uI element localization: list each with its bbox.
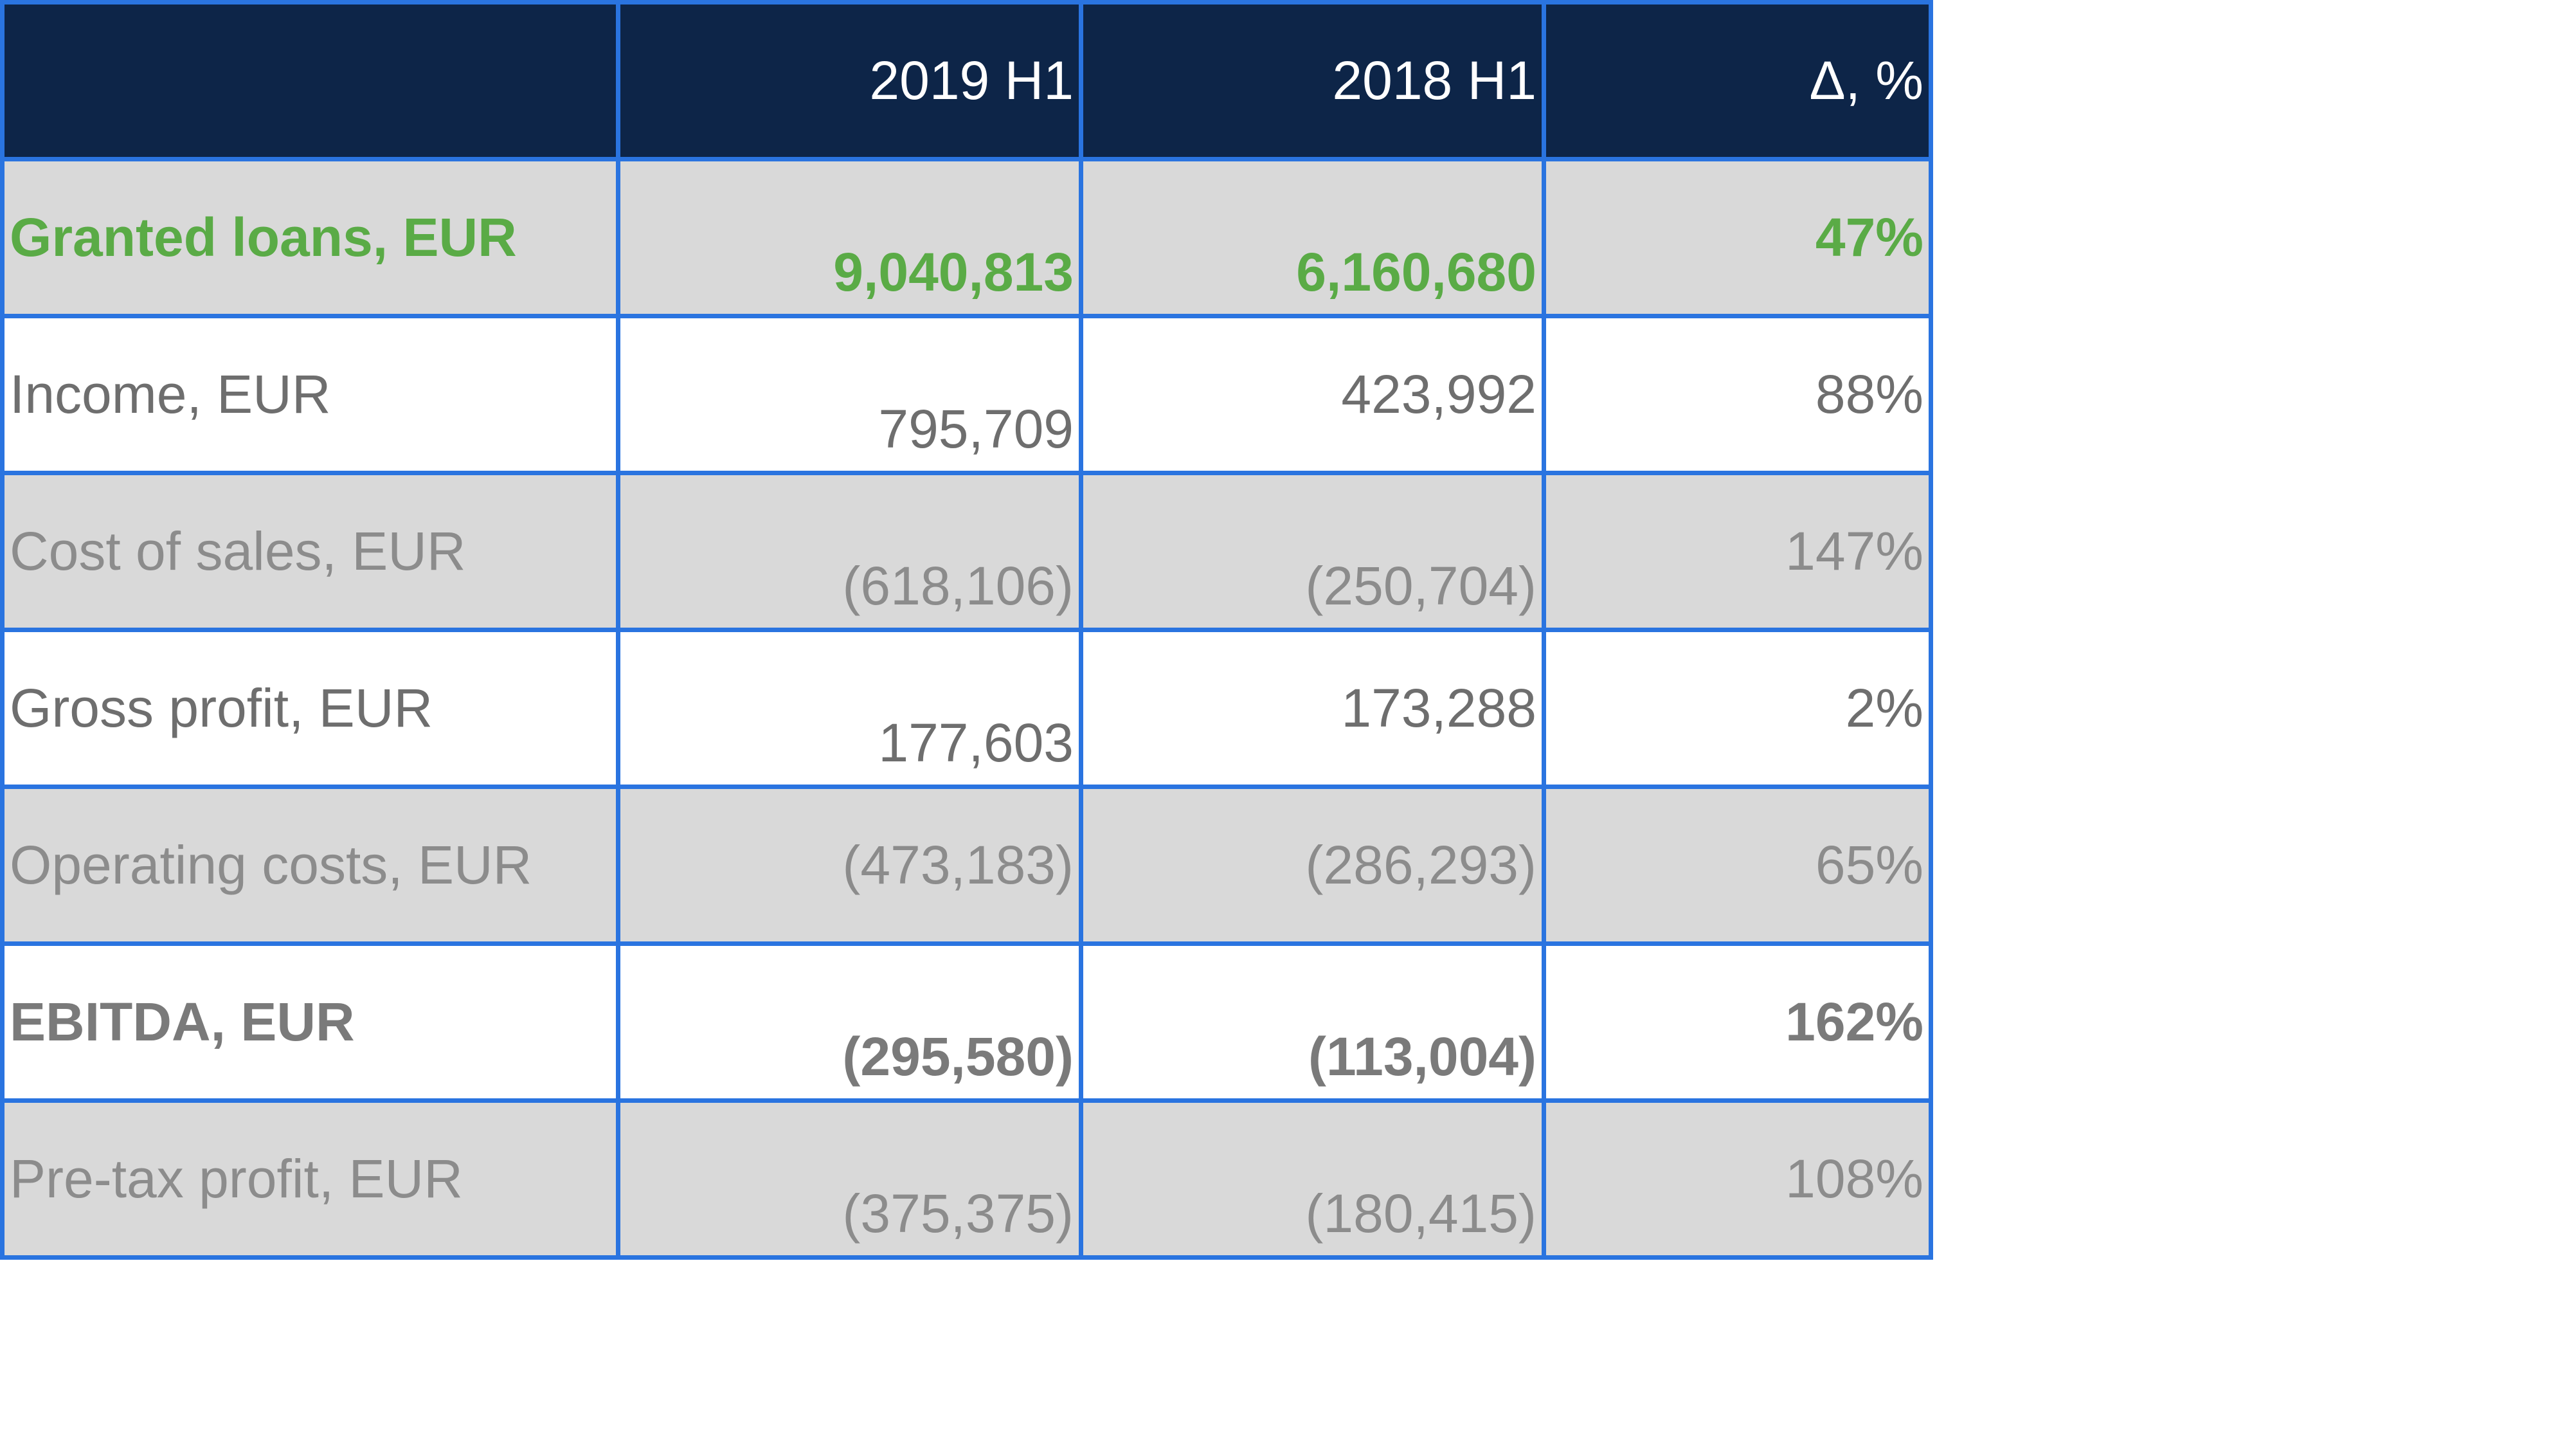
- row-income: Income, EUR 795,709 423,992 88%: [0, 314, 1933, 475]
- row-label: Income, EUR: [0, 314, 620, 475]
- header-row: 2019 H1 2018 H1 Δ, %: [0, 0, 1933, 161]
- row-label: Gross profit, EUR: [0, 628, 620, 789]
- row-pre-tax-profit: Pre-tax profit, EUR (375,375) (180,415) …: [0, 1098, 1933, 1260]
- value-2018-h1: 173,288: [1079, 628, 1546, 789]
- value-2019-h1: 795,709: [616, 314, 1083, 475]
- row-cost-of-sales: Cost of sales, EUR (618,106) (250,704) 1…: [0, 471, 1933, 632]
- header-delta-percent: Δ, %: [1542, 0, 1933, 161]
- value-2019-h1: (375,375): [616, 1098, 1083, 1260]
- row-label: Granted loans, EUR: [0, 157, 620, 318]
- value-delta: 162%: [1542, 941, 1933, 1103]
- value-2019-h1: (618,106): [616, 471, 1083, 632]
- header-label-cell: [0, 0, 620, 161]
- row-label: Pre-tax profit, EUR: [0, 1098, 620, 1260]
- value-delta: 2%: [1542, 628, 1933, 789]
- row-label: Cost of sales, EUR: [0, 471, 620, 632]
- value-2019-h1: (473,183): [616, 785, 1083, 946]
- row-label: Operating costs, EUR: [0, 785, 620, 946]
- header-2019-h1: 2019 H1: [616, 0, 1083, 161]
- value-2018-h1: 6,160,680: [1079, 157, 1546, 318]
- header-2018-h1: 2018 H1: [1079, 0, 1546, 161]
- value-2018-h1: (286,293): [1079, 785, 1546, 946]
- financial-summary-table: 2019 H1 2018 H1 Δ, % Granted loans, EUR …: [0, 0, 1933, 1260]
- row-label: EBITDA, EUR: [0, 941, 620, 1103]
- value-2019-h1: 9,040,813: [616, 157, 1083, 318]
- value-delta: 147%: [1542, 471, 1933, 632]
- value-2019-h1: (295,580): [616, 941, 1083, 1103]
- value-2019-h1: 177,603: [616, 628, 1083, 789]
- value-delta: 88%: [1542, 314, 1933, 475]
- row-granted-loans: Granted loans, EUR 9,040,813 6,160,680 4…: [0, 157, 1933, 318]
- value-2018-h1: (250,704): [1079, 471, 1546, 632]
- value-delta: 108%: [1542, 1098, 1933, 1260]
- value-delta: 65%: [1542, 785, 1933, 946]
- row-ebitda: EBITDA, EUR (295,580) (113,004) 162%: [0, 941, 1933, 1103]
- value-2018-h1: 423,992: [1079, 314, 1546, 475]
- value-2018-h1: (180,415): [1079, 1098, 1546, 1260]
- row-operating-costs: Operating costs, EUR (473,183) (286,293)…: [0, 785, 1933, 946]
- value-2018-h1: (113,004): [1079, 941, 1546, 1103]
- row-gross-profit: Gross profit, EUR 177,603 173,288 2%: [0, 628, 1933, 789]
- value-delta: 47%: [1542, 157, 1933, 318]
